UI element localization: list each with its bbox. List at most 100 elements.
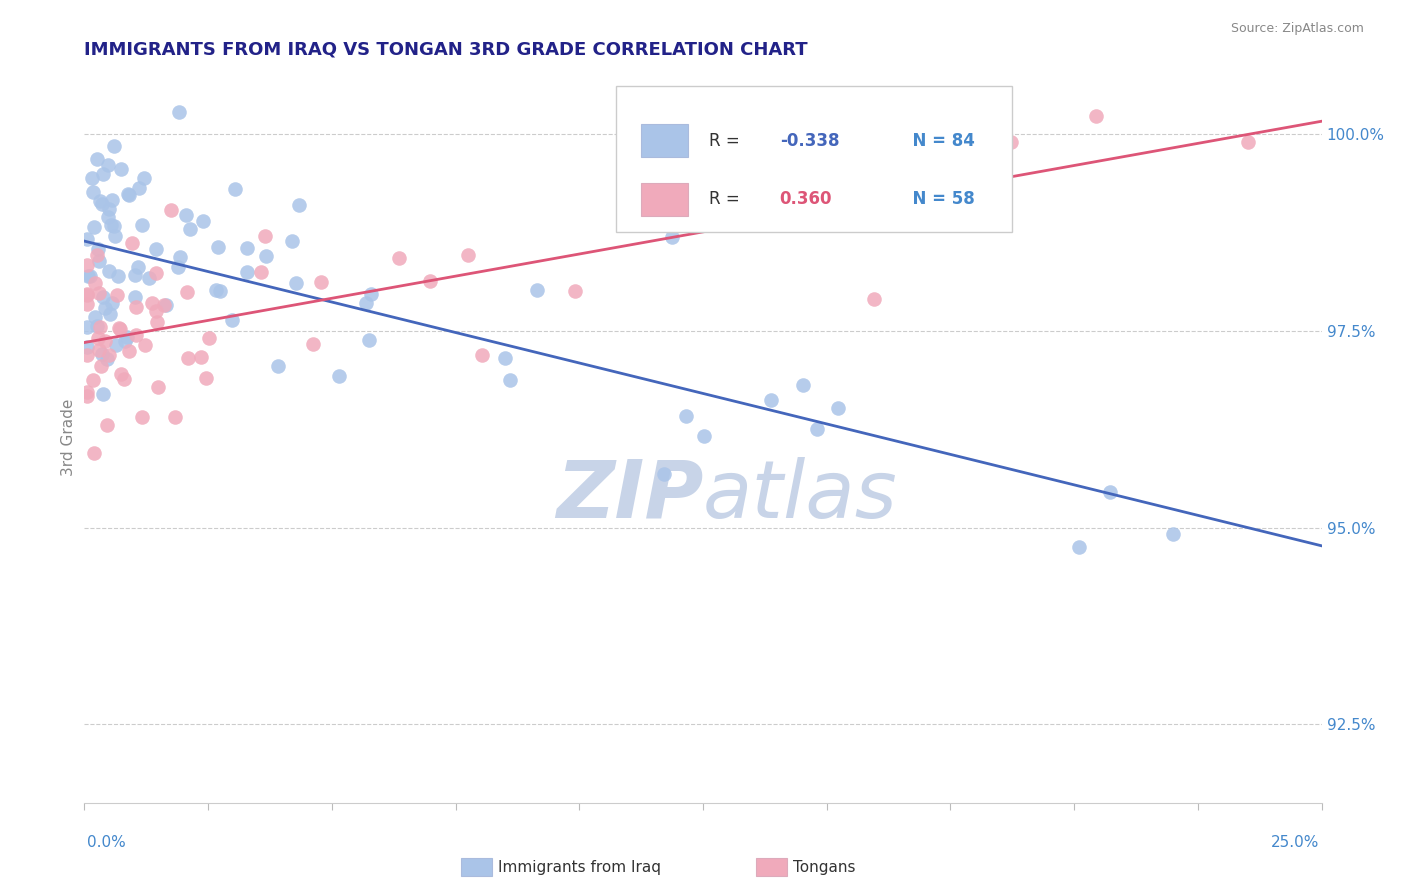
Point [145,242,167,256]
Point [94,334,117,348]
Point [457,248,479,262]
Point [89,254,111,268]
Point [1000,135,1022,149]
Text: ZIP: ZIP [555,457,703,534]
Point [91,196,114,211]
Point [114,334,136,348]
Point [179,222,201,236]
Point [76,340,98,354]
Point [105,287,128,301]
Point [236,241,259,255]
Point [169,250,191,264]
Point [96,418,118,433]
Point [89,285,111,300]
Point [82,373,104,387]
Point [82,186,104,200]
Point [97,211,120,225]
Point [141,296,163,310]
Text: 0.360: 0.360 [780,190,832,209]
Text: 25.0%: 25.0% [1271,836,1319,850]
Point [76,286,98,301]
Point [89,359,111,373]
Point [83,310,105,325]
Point [792,377,814,392]
Point [994,114,1017,128]
Point [146,379,169,393]
Point [104,229,127,244]
Point [107,268,129,283]
Point [221,313,243,327]
Point [86,331,108,345]
Point [117,187,139,202]
Point [806,422,828,436]
Point [1085,110,1108,124]
Point [86,152,108,166]
Point [198,331,221,345]
Point [131,410,153,425]
Point [288,198,311,212]
Point [98,348,121,362]
Point [110,162,132,177]
Point [76,385,98,400]
Point [920,202,942,216]
Point [176,351,198,366]
Point [208,284,231,298]
Point [360,287,382,301]
Point [357,333,380,347]
Point [499,373,522,387]
Point [1161,526,1184,541]
Point [169,104,191,119]
Text: R =: R = [709,190,745,209]
Point [104,338,127,352]
Point [97,264,120,278]
Point [1098,484,1121,499]
Point [124,268,146,282]
Point [89,319,111,334]
Point [207,240,229,254]
Text: atlas: atlas [703,457,898,534]
Point [167,260,190,274]
Point [302,336,325,351]
Point [89,343,111,357]
Point [138,271,160,285]
Point [145,315,167,329]
Point [87,242,110,256]
Text: R =: R = [709,132,745,150]
Point [163,410,186,425]
FancyBboxPatch shape [641,183,689,216]
Point [101,296,124,310]
Point [118,187,141,202]
Point [191,213,214,227]
Point [86,319,108,334]
Text: IMMIGRANTS FROM IRAQ VS TONGAN 3RD GRADE CORRELATION CHART: IMMIGRANTS FROM IRAQ VS TONGAN 3RD GRADE… [84,40,808,58]
Point [194,371,217,385]
Point [675,409,697,423]
Point [471,348,494,362]
Point [98,306,121,320]
Point [661,230,683,244]
Point [90,347,112,361]
Point [145,304,167,318]
Point [127,260,149,275]
Point [354,295,377,310]
Point [76,389,98,403]
Point [110,367,132,381]
Point [82,170,104,185]
Point [176,208,198,222]
Point [91,387,114,401]
FancyBboxPatch shape [616,86,1012,232]
Point [125,300,148,314]
Point [121,236,143,251]
Point [311,276,333,290]
Text: -0.338: -0.338 [780,132,839,150]
Point [254,249,277,263]
Text: 0.0%: 0.0% [87,836,127,850]
Point [76,232,98,246]
Point [76,348,98,362]
Point [93,167,115,181]
Point [205,283,228,297]
Point [100,218,122,232]
Point [267,359,290,374]
Point [76,269,98,284]
Point [103,138,125,153]
